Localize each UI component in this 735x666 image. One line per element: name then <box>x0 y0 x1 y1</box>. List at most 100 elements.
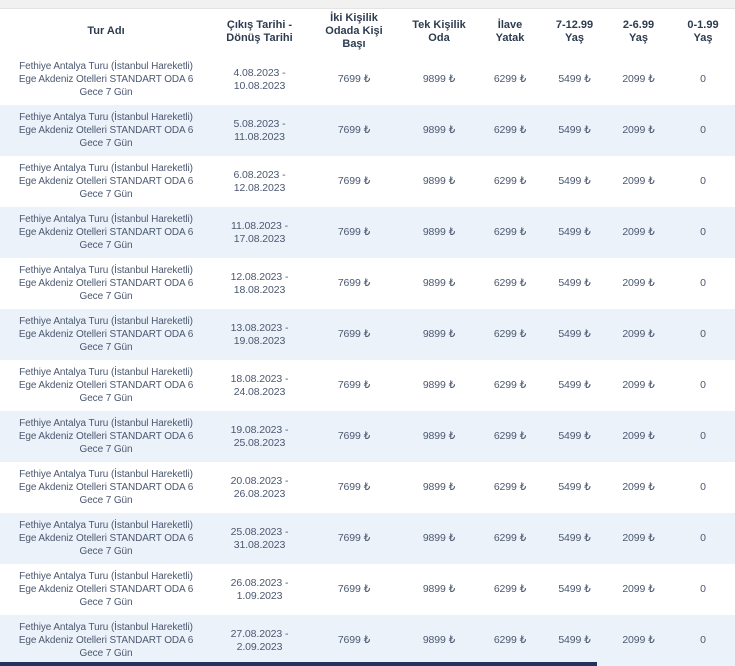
table-row: Fethiye Antalya Turu (İstanbul Hareketli… <box>0 54 735 105</box>
age-2-6-price-cell: 2099 ₺ <box>622 430 655 442</box>
age-2-6-price-cell: 2099 ₺ <box>622 532 655 544</box>
age-2-6-price-cell: 2099 ₺ <box>622 226 655 238</box>
age-0-1-price-cell: 0 <box>700 532 706 544</box>
dates-cell: 5.08.2023 - 11.08.2023 <box>233 117 286 143</box>
tour-name-cell: Fethiye Antalya Turu (İstanbul Hareketli… <box>18 214 194 251</box>
dates-cell: 25.08.2023 - 31.08.2023 <box>230 525 289 551</box>
table-row: Fethiye Antalya Turu (İstanbul Hareketli… <box>0 309 735 360</box>
extra-bed-price-cell: 6299 ₺ <box>493 175 527 187</box>
double-room-price-cell: 7699 ₺ <box>337 73 371 85</box>
table-row: Fethiye Antalya Turu (İstanbul Hareketli… <box>0 411 735 462</box>
table-row: Fethiye Antalya Turu (İstanbul Hareketli… <box>0 462 735 513</box>
single-room-price-cell: 9899 ₺ <box>422 124 456 136</box>
age-0-1-price-cell: 0 <box>700 583 706 595</box>
tour-name-cell: Fethiye Antalya Turu (İstanbul Hareketli… <box>18 622 194 659</box>
age-7-12-price-cell: 5499 ₺ <box>558 73 591 85</box>
column-header-extra-bed: İlave Yatak <box>495 18 525 44</box>
tour-name-cell: Fethiye Antalya Turu (İstanbul Hareketli… <box>18 265 194 302</box>
column-header-single-room: Tek Kişilik Oda <box>412 18 466 44</box>
table-row: Fethiye Antalya Turu (İstanbul Hareketli… <box>0 564 735 615</box>
age-7-12-price-cell: 5499 ₺ <box>558 532 591 544</box>
tour-name-cell: Fethiye Antalya Turu (İstanbul Hareketli… <box>18 316 194 353</box>
age-0-1-price-cell: 0 <box>700 226 706 238</box>
single-room-price-cell: 9899 ₺ <box>422 634 456 646</box>
age-7-12-price-cell: 5499 ₺ <box>558 175 591 187</box>
age-2-6-price-cell: 2099 ₺ <box>622 634 655 646</box>
age-7-12-price-cell: 5499 ₺ <box>558 634 591 646</box>
extra-bed-price-cell: 6299 ₺ <box>493 379 527 391</box>
dates-cell: 6.08.2023 - 12.08.2023 <box>233 168 286 194</box>
dates-cell: 26.08.2023 - 1.09.2023 <box>230 576 289 602</box>
extra-bed-price-cell: 6299 ₺ <box>493 532 527 544</box>
age-0-1-price-cell: 0 <box>700 379 706 391</box>
dates-cell: 18.08.2023 - 24.08.2023 <box>230 372 289 398</box>
age-7-12-price-cell: 5499 ₺ <box>558 226 591 238</box>
age-7-12-price-cell: 5499 ₺ <box>558 583 591 595</box>
tour-pricing-table: Tur Adı Çıkış Tarihi - Dönüş Tarihi İki … <box>0 9 735 666</box>
tour-name-cell: Fethiye Antalya Turu (İstanbul Hareketli… <box>18 163 194 200</box>
age-2-6-price-cell: 2099 ₺ <box>622 277 655 289</box>
column-header-age-0-1: 0-1.99 Yaş <box>687 18 719 44</box>
single-room-price-cell: 9899 ₺ <box>422 532 456 544</box>
column-header-age-7-12: 7-12.99 Yaş <box>555 18 594 44</box>
dates-cell: 20.08.2023 - 26.08.2023 <box>230 474 289 500</box>
table-row: Fethiye Antalya Turu (İstanbul Hareketli… <box>0 105 735 156</box>
dates-cell: 13.08.2023 - 19.08.2023 <box>230 321 289 347</box>
age-0-1-price-cell: 0 <box>700 328 706 340</box>
single-room-price-cell: 9899 ₺ <box>422 73 456 85</box>
bottom-bar <box>0 662 597 666</box>
age-0-1-price-cell: 0 <box>700 481 706 493</box>
table-row: Fethiye Antalya Turu (İstanbul Hareketli… <box>0 207 735 258</box>
tour-name-cell: Fethiye Antalya Turu (İstanbul Hareketli… <box>18 61 194 98</box>
tour-name-cell: Fethiye Antalya Turu (İstanbul Hareketli… <box>18 367 194 404</box>
single-room-price-cell: 9899 ₺ <box>422 328 456 340</box>
table-row: Fethiye Antalya Turu (İstanbul Hareketli… <box>0 258 735 309</box>
single-room-price-cell: 9899 ₺ <box>422 175 456 187</box>
extra-bed-price-cell: 6299 ₺ <box>493 481 527 493</box>
tour-name-cell: Fethiye Antalya Turu (İstanbul Hareketli… <box>18 112 194 149</box>
extra-bed-price-cell: 6299 ₺ <box>493 277 527 289</box>
tour-name-cell: Fethiye Antalya Turu (İstanbul Hareketli… <box>18 418 194 455</box>
column-header-double-room-per-person: İki Kişilik Odada Kişi Başı <box>325 12 383 50</box>
age-7-12-price-cell: 5499 ₺ <box>558 124 591 136</box>
single-room-price-cell: 9899 ₺ <box>422 277 456 289</box>
double-room-price-cell: 7699 ₺ <box>337 430 371 442</box>
double-room-price-cell: 7699 ₺ <box>337 124 371 136</box>
age-7-12-price-cell: 5499 ₺ <box>558 328 591 340</box>
age-0-1-price-cell: 0 <box>700 634 706 646</box>
double-room-price-cell: 7699 ₺ <box>337 532 371 544</box>
double-room-price-cell: 7699 ₺ <box>337 226 371 238</box>
age-7-12-price-cell: 5499 ₺ <box>558 430 591 442</box>
single-room-price-cell: 9899 ₺ <box>422 583 456 595</box>
table-row: Fethiye Antalya Turu (İstanbul Hareketli… <box>0 513 735 564</box>
age-0-1-price-cell: 0 <box>700 277 706 289</box>
extra-bed-price-cell: 6299 ₺ <box>493 73 527 85</box>
tour-name-cell: Fethiye Antalya Turu (İstanbul Hareketli… <box>18 520 194 557</box>
dates-cell: 27.08.2023 - 2.09.2023 <box>230 627 289 653</box>
double-room-price-cell: 7699 ₺ <box>337 379 371 391</box>
table-body: Fethiye Antalya Turu (İstanbul Hareketli… <box>0 54 735 666</box>
extra-bed-price-cell: 6299 ₺ <box>493 634 527 646</box>
age-2-6-price-cell: 2099 ₺ <box>622 583 655 595</box>
single-room-price-cell: 9899 ₺ <box>422 379 456 391</box>
dates-cell: 19.08.2023 - 25.08.2023 <box>230 423 289 449</box>
age-2-6-price-cell: 2099 ₺ <box>622 481 655 493</box>
age-2-6-price-cell: 2099 ₺ <box>622 73 655 85</box>
extra-bed-price-cell: 6299 ₺ <box>493 328 527 340</box>
age-2-6-price-cell: 2099 ₺ <box>622 379 655 391</box>
header-row: Tur Adı Çıkış Tarihi - Dönüş Tarihi İki … <box>0 9 735 54</box>
double-room-price-cell: 7699 ₺ <box>337 277 371 289</box>
extra-bed-price-cell: 6299 ₺ <box>493 430 527 442</box>
single-room-price-cell: 9899 ₺ <box>422 430 456 442</box>
age-0-1-price-cell: 0 <box>700 73 706 85</box>
age-2-6-price-cell: 2099 ₺ <box>622 175 655 187</box>
top-strip <box>0 0 735 9</box>
age-2-6-price-cell: 2099 ₺ <box>622 124 655 136</box>
age-0-1-price-cell: 0 <box>700 124 706 136</box>
column-header-tour-name: Tur Adı <box>87 25 125 37</box>
age-7-12-price-cell: 5499 ₺ <box>558 379 591 391</box>
single-room-price-cell: 9899 ₺ <box>422 481 456 493</box>
extra-bed-price-cell: 6299 ₺ <box>493 226 527 238</box>
extra-bed-price-cell: 6299 ₺ <box>493 124 527 136</box>
table-row: Fethiye Antalya Turu (İstanbul Hareketli… <box>0 615 735 666</box>
